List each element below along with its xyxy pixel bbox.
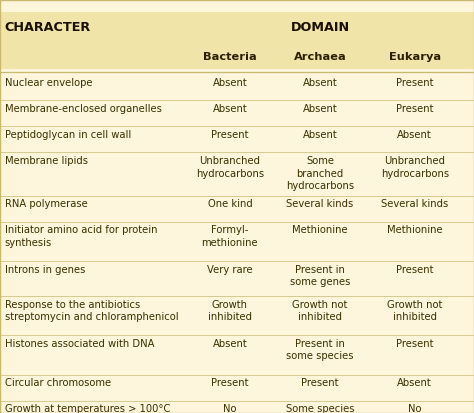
- Text: Initiator amino acid for protein
synthesis: Initiator amino acid for protein synthes…: [5, 225, 157, 248]
- Text: Present: Present: [211, 378, 249, 388]
- Text: Circular chromosome: Circular chromosome: [5, 378, 111, 388]
- Text: Present: Present: [301, 378, 339, 388]
- Text: Several kinds: Several kinds: [381, 199, 448, 209]
- Text: Absent: Absent: [302, 104, 337, 114]
- Text: Growth at temperatures > 100°C: Growth at temperatures > 100°C: [5, 404, 170, 413]
- Text: Peptidoglycan in cell wall: Peptidoglycan in cell wall: [5, 130, 131, 140]
- Text: Unbranched
hydrocarbons: Unbranched hydrocarbons: [381, 156, 449, 178]
- Text: Present: Present: [396, 104, 434, 114]
- Text: Methionine: Methionine: [292, 225, 348, 235]
- Text: Present: Present: [396, 339, 434, 349]
- Text: Present in
some species: Present in some species: [286, 339, 354, 361]
- Text: Present: Present: [396, 265, 434, 275]
- Text: RNA polymerase: RNA polymerase: [5, 199, 88, 209]
- FancyBboxPatch shape: [0, 12, 474, 69]
- Text: CHARACTER: CHARACTER: [5, 21, 91, 33]
- Text: Histones associated with DNA: Histones associated with DNA: [5, 339, 154, 349]
- Text: No: No: [223, 404, 237, 413]
- Text: Growth not
inhibited: Growth not inhibited: [292, 300, 347, 322]
- Text: Bacteria: Bacteria: [203, 52, 257, 62]
- Text: Some
branched
hydrocarbons: Some branched hydrocarbons: [286, 156, 354, 191]
- Text: No: No: [408, 404, 421, 413]
- Text: Membrane lipids: Membrane lipids: [5, 156, 88, 166]
- Text: Growth
inhibited: Growth inhibited: [208, 300, 252, 322]
- Text: Nuclear envelope: Nuclear envelope: [5, 78, 92, 88]
- Text: Absent: Absent: [212, 339, 247, 349]
- Text: Formyl-
methionine: Formyl- methionine: [201, 225, 258, 248]
- Text: Methionine: Methionine: [387, 225, 443, 235]
- Text: Growth not
inhibited: Growth not inhibited: [387, 300, 442, 322]
- Text: Present in
some genes: Present in some genes: [290, 265, 350, 287]
- Text: Absent: Absent: [397, 130, 432, 140]
- Text: Archaea: Archaea: [293, 52, 346, 62]
- Text: Very rare: Very rare: [207, 265, 253, 275]
- Text: Unbranched
hydrocarbons: Unbranched hydrocarbons: [196, 156, 264, 178]
- Text: DOMAIN: DOMAIN: [291, 21, 349, 33]
- Text: Absent: Absent: [302, 130, 337, 140]
- Text: One kind: One kind: [208, 199, 252, 209]
- Text: Absent: Absent: [212, 104, 247, 114]
- Text: Present: Present: [211, 130, 249, 140]
- Text: Absent: Absent: [302, 78, 337, 88]
- Text: Several kinds: Several kinds: [286, 199, 354, 209]
- Text: Absent: Absent: [212, 78, 247, 88]
- Text: Eukarya: Eukarya: [389, 52, 441, 62]
- Text: Membrane-enclosed organelles: Membrane-enclosed organelles: [5, 104, 162, 114]
- Text: Response to the antibiotics
streptomycin and chloramphenicol: Response to the antibiotics streptomycin…: [5, 300, 178, 322]
- Text: Present: Present: [396, 78, 434, 88]
- Text: Introns in genes: Introns in genes: [5, 265, 85, 275]
- Text: Some species: Some species: [286, 404, 354, 413]
- Text: Absent: Absent: [397, 378, 432, 388]
